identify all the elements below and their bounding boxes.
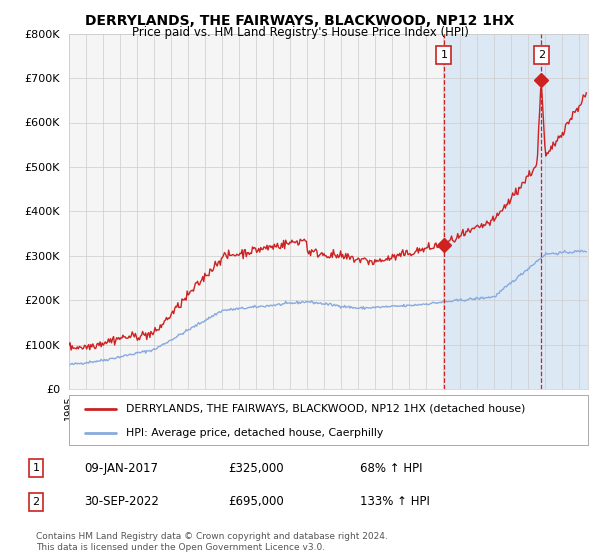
- Text: 68% ↑ HPI: 68% ↑ HPI: [360, 461, 422, 475]
- Text: HPI: Average price, detached house, Caerphilly: HPI: Average price, detached house, Caer…: [126, 428, 383, 437]
- Text: £325,000: £325,000: [228, 461, 284, 475]
- Text: 2: 2: [538, 50, 545, 60]
- Text: 30-SEP-2022: 30-SEP-2022: [84, 495, 159, 508]
- Text: 1: 1: [440, 50, 448, 60]
- Text: 09-JAN-2017: 09-JAN-2017: [84, 461, 158, 475]
- Text: 2: 2: [32, 497, 40, 507]
- Text: Price paid vs. HM Land Registry's House Price Index (HPI): Price paid vs. HM Land Registry's House …: [131, 26, 469, 39]
- Text: DERRYLANDS, THE FAIRWAYS, BLACKWOOD, NP12 1HX: DERRYLANDS, THE FAIRWAYS, BLACKWOOD, NP1…: [85, 14, 515, 28]
- Bar: [444, 34, 588, 389]
- Text: 1: 1: [32, 463, 40, 473]
- Text: £695,000: £695,000: [228, 495, 284, 508]
- Text: DERRYLANDS, THE FAIRWAYS, BLACKWOOD, NP12 1HX (detached house): DERRYLANDS, THE FAIRWAYS, BLACKWOOD, NP1…: [126, 404, 526, 414]
- Text: Contains HM Land Registry data © Crown copyright and database right 2024.
This d: Contains HM Land Registry data © Crown c…: [36, 533, 388, 552]
- Text: 133% ↑ HPI: 133% ↑ HPI: [360, 495, 430, 508]
